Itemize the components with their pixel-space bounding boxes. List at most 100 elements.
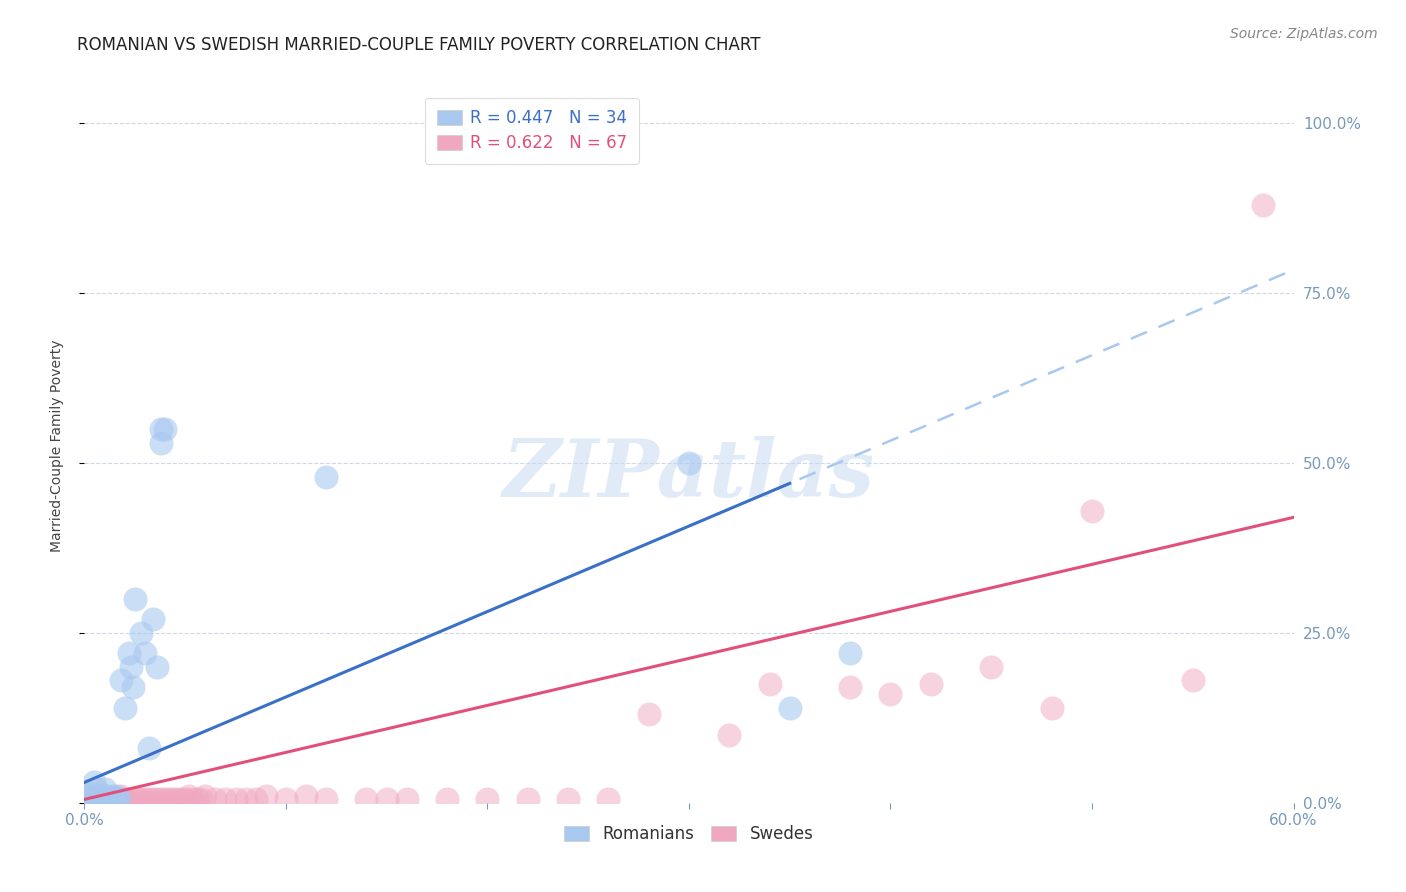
Point (110, 673, 132, 688)
Point (142, 792, 165, 806)
Point (105, 789, 128, 803)
Point (129, 626, 152, 640)
Point (107, 792, 129, 806)
Point (105, 792, 128, 806)
Point (356, 792, 378, 806)
Point (839, 646, 862, 660)
Point (254, 789, 277, 803)
Point (920, 677, 942, 691)
Point (149, 792, 172, 806)
Text: ROMANIAN VS SWEDISH MARRIED-COUPLE FAMILY POVERTY CORRELATION CHART: ROMANIAN VS SWEDISH MARRIED-COUPLE FAMIL… (77, 36, 761, 54)
Point (118, 646, 141, 660)
Point (1040, 700, 1063, 714)
Point (598, 792, 620, 806)
Point (315, 469, 337, 483)
Point (395, 792, 418, 806)
Point (120, 660, 142, 674)
Point (166, 792, 188, 806)
Point (436, 792, 458, 806)
Point (295, 789, 318, 803)
Point (637, 707, 659, 722)
Point (758, 677, 780, 691)
Point (121, 680, 143, 694)
Point (101, 792, 124, 806)
Point (678, 456, 700, 470)
Point (779, 700, 801, 714)
Point (77, 789, 100, 803)
Point (516, 792, 538, 806)
Point (97, 792, 120, 806)
Point (1253, 198, 1275, 212)
Point (118, 792, 141, 806)
Point (274, 792, 297, 806)
Point (146, 792, 169, 806)
Point (124, 591, 146, 606)
Point (89, 792, 111, 806)
Point (235, 792, 257, 806)
Point (83, 775, 105, 789)
Point (114, 792, 136, 806)
Point (93, 792, 115, 806)
Point (134, 792, 156, 806)
Point (77, 792, 100, 806)
Point (186, 792, 208, 806)
Point (162, 792, 184, 806)
Point (97, 792, 120, 806)
Point (104, 792, 127, 806)
Point (146, 660, 169, 674)
Point (170, 792, 193, 806)
Point (129, 792, 152, 806)
Point (839, 680, 862, 694)
Point (149, 435, 172, 450)
Point (100, 792, 122, 806)
Point (89, 792, 111, 806)
Text: Source: ZipAtlas.com: Source: ZipAtlas.com (1230, 27, 1378, 41)
Point (980, 660, 1002, 674)
Point (110, 789, 132, 803)
Point (125, 792, 148, 806)
Point (121, 792, 143, 806)
Point (557, 792, 579, 806)
Text: ZIPatlas: ZIPatlas (503, 436, 875, 513)
Point (107, 792, 129, 806)
Point (87, 789, 110, 803)
Point (138, 741, 160, 756)
Point (86, 792, 108, 806)
Point (114, 700, 136, 714)
Y-axis label: Married-Couple Family Poverty: Married-Couple Family Poverty (49, 340, 63, 552)
Point (174, 792, 197, 806)
Point (79, 792, 101, 806)
Point (315, 792, 337, 806)
Point (82, 792, 104, 806)
Point (111, 792, 134, 806)
Point (91, 792, 114, 806)
Point (190, 792, 212, 806)
Point (93, 782, 115, 797)
Point (477, 792, 499, 806)
Point (194, 789, 217, 803)
Point (181, 792, 204, 806)
Point (153, 792, 176, 806)
Point (1181, 673, 1204, 688)
Point (204, 792, 226, 806)
Point (1081, 503, 1104, 517)
Legend: Romanians, Swedes: Romanians, Swedes (555, 817, 823, 852)
Point (718, 728, 741, 742)
Point (153, 422, 176, 436)
Point (134, 646, 156, 660)
Point (83, 792, 105, 806)
Point (96, 789, 118, 803)
Point (91, 792, 114, 806)
Point (375, 792, 398, 806)
Point (100, 792, 122, 806)
Point (101, 789, 124, 803)
Point (86, 782, 108, 797)
Point (87, 792, 110, 806)
Point (214, 792, 236, 806)
Point (179, 789, 201, 803)
Point (149, 422, 172, 436)
Point (138, 792, 160, 806)
Point (245, 792, 267, 806)
Point (157, 792, 180, 806)
Point (96, 792, 118, 806)
